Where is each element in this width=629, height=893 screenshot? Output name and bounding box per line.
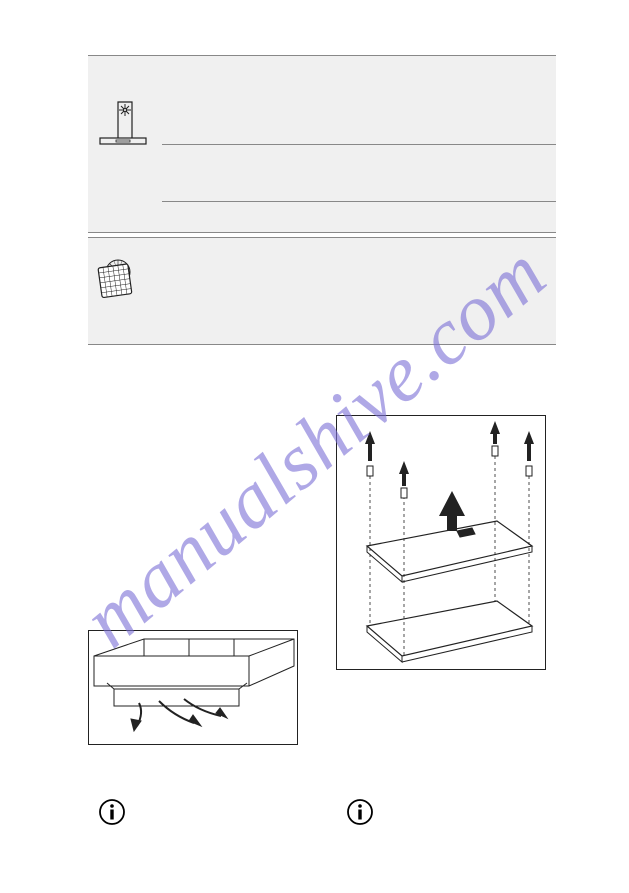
cleaning-section-box [88, 55, 556, 233]
panel-lift-diagram [336, 415, 546, 670]
info-icon [346, 798, 374, 826]
section-divider-line [162, 201, 556, 202]
content-column [88, 55, 556, 345]
diagram-area [88, 410, 556, 760]
filter-section-box [88, 237, 556, 345]
filter-icon [96, 258, 144, 302]
info-icon [98, 798, 126, 826]
filter-removal-diagram [88, 630, 298, 745]
section-divider-line [162, 144, 556, 145]
cooker-hood-icon [98, 96, 148, 146]
